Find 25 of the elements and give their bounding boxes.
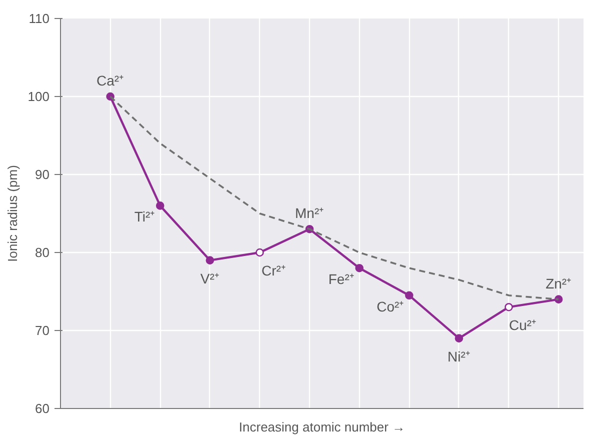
annotation: Cr²⁺ [262, 262, 286, 278]
point [454, 334, 464, 342]
y-axis-title: Ionic radius (pm) [4, 165, 20, 262]
point [355, 264, 364, 272]
annotation: Zn²⁺ [546, 275, 572, 292]
annotation: Cu²⁺ [509, 317, 537, 334]
y-tick-label: 80 [35, 245, 50, 260]
annotation: Mn²⁺ [294, 205, 324, 222]
annotation: Co²⁺ [376, 298, 404, 314]
annotation: Ca²⁺ [96, 72, 124, 88]
y-tick-label: 110 [28, 11, 50, 26]
y-tick-label: 70 [35, 323, 50, 338]
x-axis-title: Increasing atomic number → [238, 420, 406, 434]
y-tick-label: 60 [35, 401, 50, 416]
y-tick-label: 90 [35, 167, 50, 182]
annotation: Ti²⁺ [134, 208, 156, 225]
point [206, 256, 214, 264]
y-tick-label: 100 [28, 89, 50, 104]
point [504, 302, 513, 312]
annotation: V²⁺ [200, 270, 220, 286]
point [405, 291, 414, 300]
annotation: Ni²⁺ [448, 348, 470, 364]
annotation: Fe²⁺ [328, 271, 354, 288]
point [156, 202, 164, 210]
point [256, 248, 264, 257]
